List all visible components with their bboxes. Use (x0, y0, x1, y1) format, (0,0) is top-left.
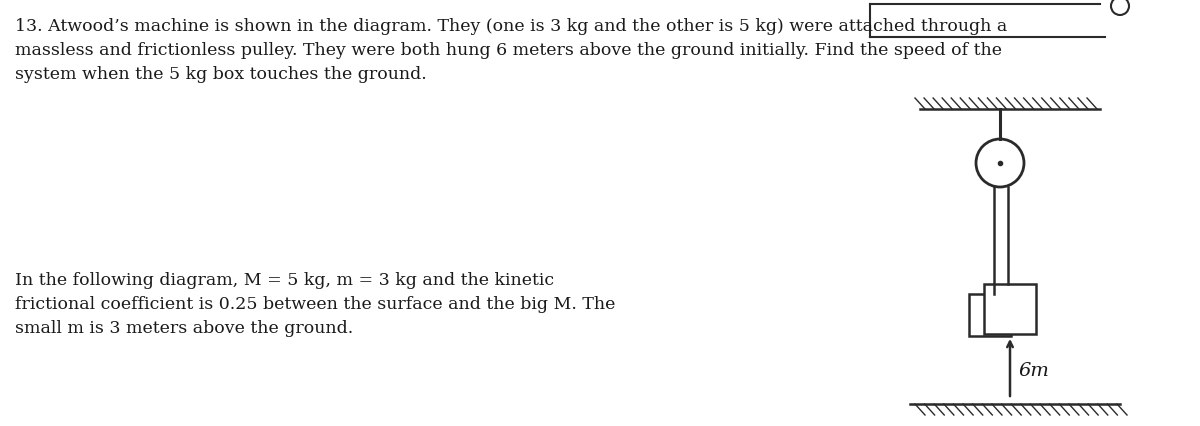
Bar (970, 294, 1010, 336)
Text: 6m: 6m (1018, 361, 1049, 379)
Bar (984, 284, 1036, 334)
Text: In the following diagram, M = 5 kg, m = 3 kg and the kinetic
frictional coeffici: In the following diagram, M = 5 kg, m = … (14, 271, 616, 337)
Text: 13. Atwood’s machine is shown in the diagram. They (one is 3 kg and the other is: 13. Atwood’s machine is shown in the dia… (14, 18, 1007, 83)
